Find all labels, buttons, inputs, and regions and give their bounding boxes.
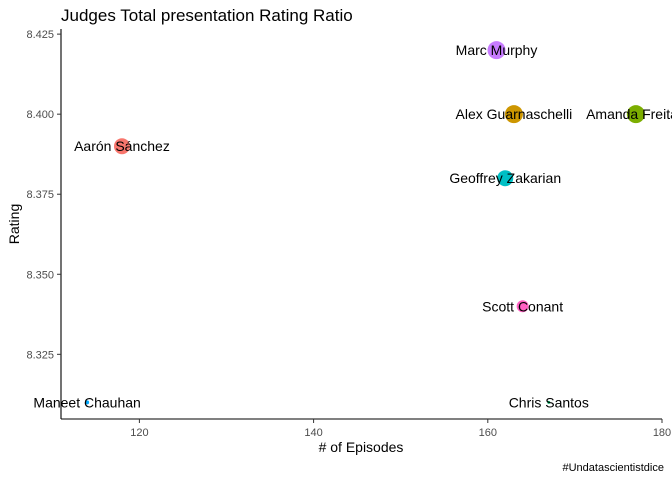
point-label: Maneet Chauhan (33, 394, 140, 410)
data-point (113, 138, 130, 155)
data-point (547, 400, 551, 404)
y-tick-label: 8.350 (26, 269, 54, 281)
y-axis-ticks: 8.325 8.350 8.375 8.400 8.425 (26, 29, 61, 361)
y-tick-label: 8.425 (26, 29, 54, 41)
y-tick-label: 8.325 (26, 349, 54, 361)
x-tick-label: 180 (653, 427, 671, 439)
data-point (497, 170, 514, 187)
labels-layer: Marc Murphy Alex Guarnaschelli Amanda Frei… (33, 42, 672, 410)
point-label: Marc Murphy (456, 42, 538, 58)
y-tick-label: 8.375 (26, 189, 54, 201)
x-tick-label: 120 (130, 427, 148, 439)
x-axis-title: # of Episodes (319, 439, 404, 455)
point-label: Aarón Sánchez (74, 138, 170, 154)
y-axis-title: Rating (6, 204, 22, 244)
x-axis-ticks: 120 140 160 180 (130, 419, 671, 439)
chart-caption: #Undatascientistdice (562, 462, 664, 474)
data-point (504, 105, 523, 124)
point-label: Alex Guarnaschelli (456, 106, 573, 122)
point-label: Scott Conant (482, 298, 563, 314)
point-label: Amanda Freitag (586, 106, 672, 122)
x-tick-label: 160 (479, 427, 497, 439)
y-tick-label: 8.400 (26, 109, 54, 121)
data-point (85, 400, 90, 405)
data-point (516, 300, 529, 313)
data-point (626, 105, 645, 124)
data-point (487, 41, 506, 60)
points-layer (85, 41, 645, 405)
x-tick-label: 140 (304, 427, 322, 439)
point-label: Geoffrey Zakarian (449, 170, 561, 186)
chart-title: Judges Total presentation Rating Ratio (61, 6, 353, 25)
point-label: Chris Santos (509, 394, 589, 410)
